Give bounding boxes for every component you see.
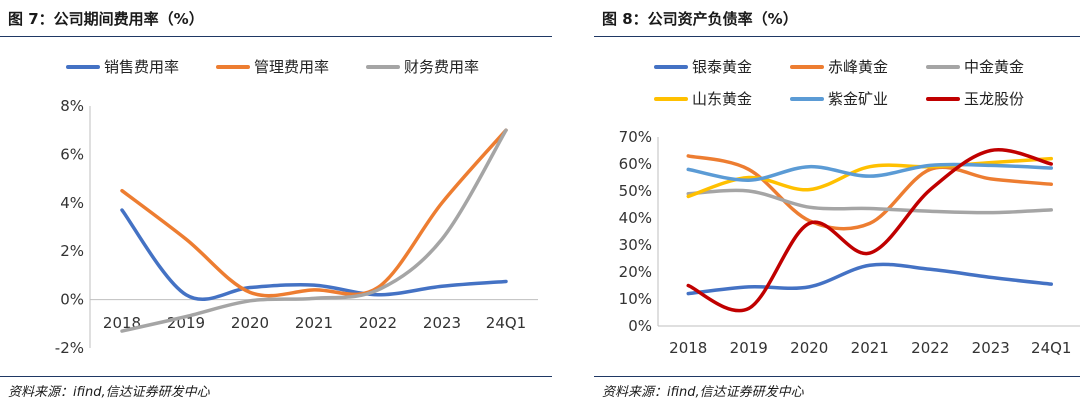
legend-swatch [366,64,400,69]
x-tick-label: 2023 [423,314,461,332]
y-tick-label: 40% [619,209,652,227]
y-tick-label: 0% [60,291,84,309]
source-divider [0,376,552,377]
legend-swatch [216,64,250,69]
source-divider [594,376,1080,377]
x-tick-label: 2022 [911,339,949,357]
chart-title: 图 7：公司期间费用率（%） [8,10,204,28]
y-tick-label: 50% [619,182,652,200]
legend-label: 山东黄金 [692,90,753,108]
chart-panel-debt-ratio: 图 8：公司资产负债率（%） 银泰黄金 赤峰黄金 中金黄金 山东黄金 紫金矿业 玉龙股份 … [594,0,1080,406]
legend-item: 销售费用率 [66,56,179,77]
legend-item: 银泰黄金 [654,56,752,77]
legend-swatch [926,96,960,101]
legend-item: 山东黄金 [654,88,752,109]
legend-label: 赤峰黄金 [828,58,889,76]
y-tick-label: 20% [619,263,652,281]
legend-label: 紫金矿业 [828,90,889,108]
y-tick-label: -2% [55,339,84,357]
legend-label: 中金黄金 [964,58,1025,76]
legend-swatch [790,96,824,101]
legend-swatch [926,64,960,69]
legend-label: 销售费用率 [104,58,180,76]
series-line [686,156,1053,199]
legend-swatch [790,64,824,69]
chart-title: 图 8：公司资产负债率（%） [602,10,798,28]
legend-item: 中金黄金 [926,56,1024,77]
x-tick-label: 24Q1 [486,314,526,332]
y-tick-label: 4% [60,194,84,212]
chart-panel-expense-ratio: 图 7：公司期间费用率（%） 销售费用率 管理费用率 财务费用率 8% 6% 4% 2% 0… [0,10,552,400]
series-line [120,128,508,298]
x-tick-label: 2023 [972,339,1010,357]
series-line [686,148,1053,313]
series-line [686,188,1053,215]
y-tick-label: 10% [619,290,652,308]
x-tick-label: 24Q1 [1031,339,1071,357]
x-tick-label: 2018 [669,339,707,357]
legend-item: 赤峰黄金 [790,56,888,77]
line-chart-debt-ratio: 70% 60% 50% 40% 30% 20% 10% 0% 2018 2019 2020 2021 2… [619,128,1080,357]
series-line [120,208,508,301]
series-line [686,154,1053,231]
legend-swatch [66,64,100,69]
legend-swatch [654,96,688,101]
title-divider [0,36,552,37]
y-tick-label: 2% [60,242,84,260]
x-tick-label: 2022 [359,314,397,332]
x-tick-label: 2019 [730,339,768,357]
y-tick-label: 0% [628,317,652,335]
legend-item: 玉龙股份 [926,88,1024,109]
y-tick-label: 8% [60,97,84,115]
x-tick-label: 2021 [295,314,333,332]
legend-item: 管理费用率 [216,56,329,77]
y-tick-label: 70% [619,128,652,146]
legend-label: 玉龙股份 [964,90,1025,108]
y-tick-label: 30% [619,236,652,254]
legend-swatch [654,64,688,69]
x-tick-label: 2021 [851,339,889,357]
line-chart-expense-ratio: 8%6%4%2%0%-2%2018 2019 2020 2021 2022 2023 24Q… [55,97,538,357]
y-tick-label: 6% [60,145,84,163]
series-line [686,162,1053,182]
legend-label: 财务费用率 [404,58,480,76]
x-tick-label: 2020 [790,339,828,357]
series-line [120,128,508,333]
legend-label: 管理费用率 [254,58,330,76]
title-divider [594,36,1080,37]
legend-item: 紫金矿业 [790,88,888,109]
source-note: 资料来源：ifind,信达证券研发中心 [8,385,210,400]
y-tick-label: 60% [619,155,652,173]
series-line [686,262,1053,296]
source-note: 资料来源：ifind,信达证券研发中心 [602,385,804,400]
x-tick-label: 2020 [231,314,269,332]
legend-item: 财务费用率 [366,56,479,77]
legend-label: 银泰黄金 [692,58,753,76]
